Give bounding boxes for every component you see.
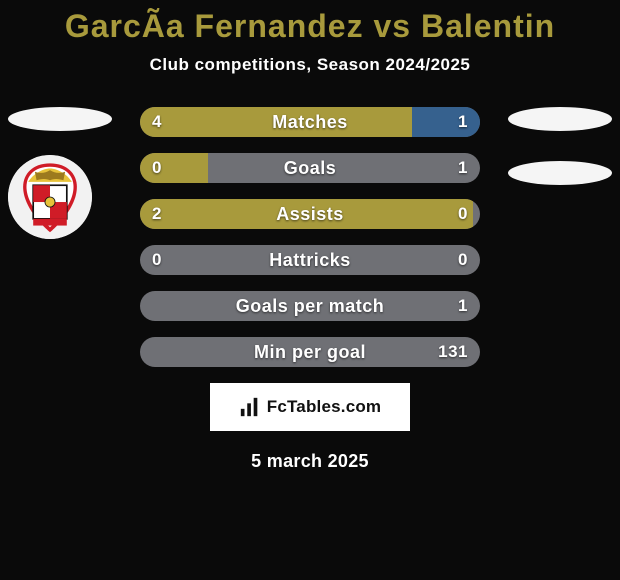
stat-bar-row: 131Min per goal: [140, 337, 480, 367]
bars-icon: [239, 396, 261, 418]
stat-bars: 41Matches 01Goals 20Assists 00Hattricks 1Goa…: [140, 107, 480, 367]
stat-bar-label: Hattricks: [140, 245, 480, 275]
comparison-title: GarcÃa Fernandez vs Balentin: [0, 0, 620, 45]
stat-bar-row: 01Goals: [140, 153, 480, 183]
stat-bar-row: 00Hattricks: [140, 245, 480, 275]
comparison-subtitle: Club competitions, Season 2024/2025: [0, 55, 620, 75]
watermark-text: FcTables.com: [267, 397, 382, 417]
generation-date: 5 march 2025: [0, 451, 620, 472]
stat-bar-label: Assists: [140, 199, 480, 229]
source-watermark: FcTables.com: [210, 383, 410, 431]
club-badge-ellipse: [508, 107, 612, 131]
club-badge-ellipse: [8, 107, 112, 131]
stat-bar-label: Matches: [140, 107, 480, 137]
stat-bar-row: 20Assists: [140, 199, 480, 229]
stat-bar-row: 1Goals per match: [140, 291, 480, 321]
stat-bar-label: Goals per match: [140, 291, 480, 321]
club-crest: [8, 155, 92, 239]
stat-bar-row: 41Matches: [140, 107, 480, 137]
stat-bar-label: Min per goal: [140, 337, 480, 367]
comparison-body: 41Matches 01Goals 20Assists 00Hattricks 1Goa…: [0, 107, 620, 472]
stat-bar-label: Goals: [140, 153, 480, 183]
club-badge-ellipse: [508, 161, 612, 185]
left-badges-column: [8, 107, 112, 239]
crest-icon: [8, 155, 92, 239]
right-badges-column: [508, 107, 612, 215]
